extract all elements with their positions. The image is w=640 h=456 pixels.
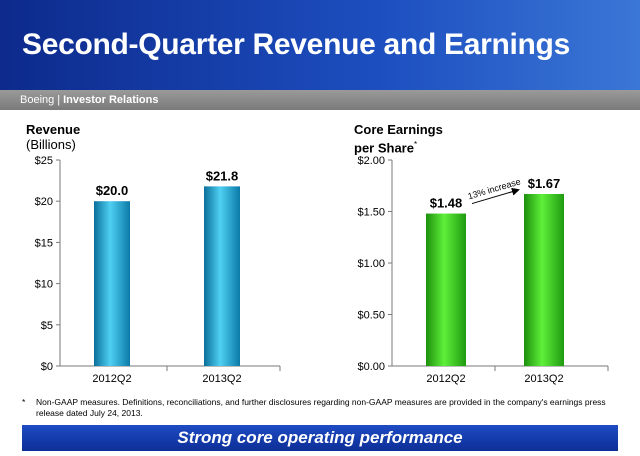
revenue-y-tick-label: $25 <box>35 155 53 167</box>
eps-bar <box>524 193 564 366</box>
section-name: Investor Relations <box>63 94 159 106</box>
summary-banner: Strong core operating performance <box>22 425 618 451</box>
eps-chart-title: Core Earnings <box>354 122 443 137</box>
brand-bar: Boeing | Investor Relations <box>0 90 640 110</box>
revenue-chart: $0 $5 $10 $15 $20 $25 $20.0 2012Q2 $21.8 2013Q2 <box>35 155 281 385</box>
revenue-y-tick-label: $5 <box>41 320 53 332</box>
revenue-y-tick-label: $20 <box>35 196 53 208</box>
revenue-y-tick-label: $15 <box>35 237 53 249</box>
eps-chart-title-block: Core Earnings per Share* <box>354 122 443 155</box>
eps-bar <box>426 213 466 366</box>
footnote-marker: * <box>22 397 26 407</box>
revenue-category-label: 2013Q2 <box>202 373 241 385</box>
footnote-text: Non-GAAP measures. Definitions, reconcil… <box>36 397 606 418</box>
eps-annotation-arrow <box>471 187 520 205</box>
revenue-chart-title: Revenue <box>26 122 81 137</box>
eps-chart: $0.00 $0.50 $1.00 $1.50 $2.00 $1.48 2012Q2 $1.6… <box>357 155 609 385</box>
eps-y-tick-label: $1.00 <box>357 258 385 270</box>
revenue-y-tick-label: $0 <box>41 361 53 373</box>
eps-annotation-label: 13% increase <box>467 176 522 201</box>
revenue-bar <box>204 186 240 366</box>
eps-y-tick-label: $1.50 <box>357 207 385 219</box>
slide-header: Second-Quarter Revenue and Earnings <box>0 0 640 90</box>
eps-chart-title-line2: per Share <box>354 140 414 156</box>
revenue-data-label: $21.8 <box>206 168 239 183</box>
eps-y-tick-label: $0.00 <box>357 361 385 373</box>
revenue-chart-subtitle: (Billions) <box>26 137 76 152</box>
revenue-category-label: 2012Q2 <box>92 373 131 385</box>
slide-title: Second-Quarter Revenue and Earnings <box>22 28 570 61</box>
eps-title-marker: * <box>413 140 418 149</box>
revenue-y-tick-label: $10 <box>35 279 53 291</box>
eps-data-label: $1.48 <box>430 196 463 211</box>
eps-y-tick-label: $2.00 <box>357 155 385 167</box>
eps-category-label: 2013Q2 <box>524 373 563 385</box>
revenue-chart-title-block: Revenue (Billions) <box>26 122 80 152</box>
eps-data-label: $1.67 <box>528 176 561 191</box>
brand-bar-content: Boeing | Investor Relations <box>20 90 158 110</box>
eps-y-tick-label: $0.50 <box>357 310 385 322</box>
revenue-bar <box>94 201 130 366</box>
brand-name: Boeing <box>20 94 55 106</box>
eps-category-label: 2012Q2 <box>426 373 465 385</box>
revenue-data-label: $20.0 <box>96 183 129 198</box>
brand-separator: | <box>57 94 61 106</box>
